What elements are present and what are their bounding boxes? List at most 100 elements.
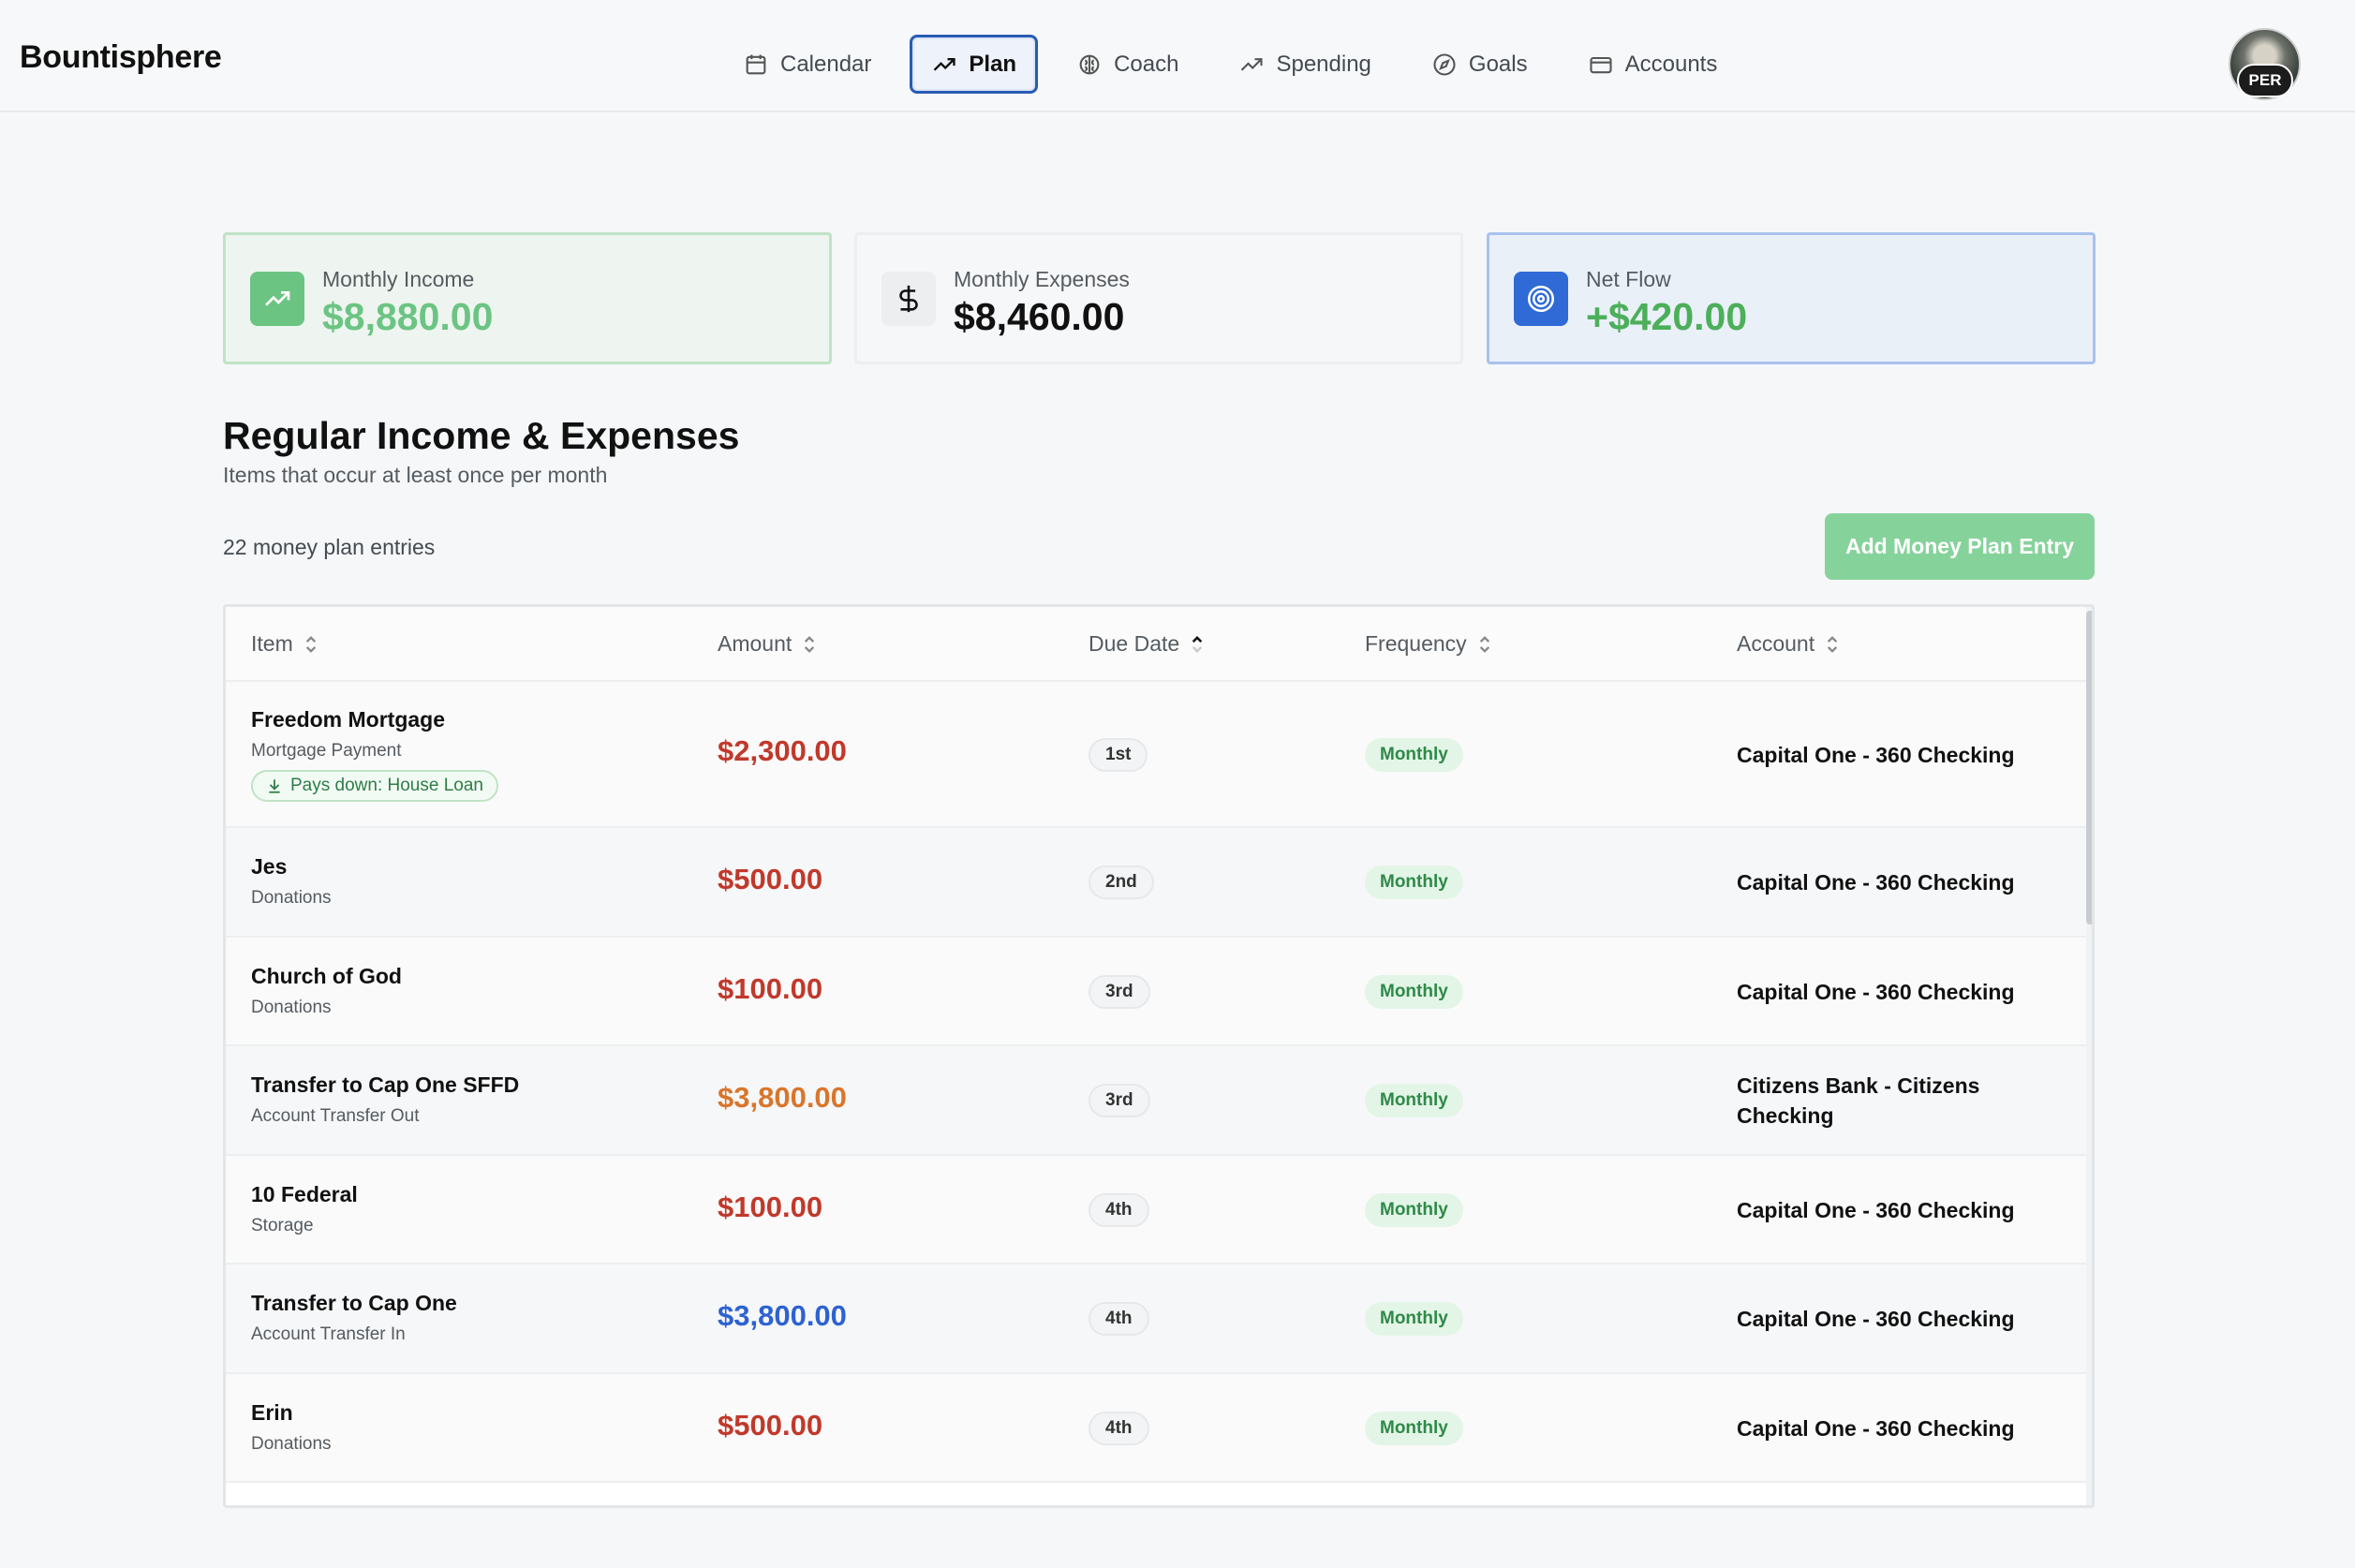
nav-coach-label: Coach: [1114, 51, 1179, 77]
arrow-down-to-line-icon: [266, 777, 283, 794]
credit-card-icon: [1588, 52, 1614, 78]
target-icon: [1514, 272, 1568, 326]
brand-logo[interactable]: Bountisphere: [20, 39, 222, 75]
table-header: Item Amount Due Date Frequency Account: [226, 607, 2086, 682]
section-subtitle: Items that occur at least once per month: [223, 463, 608, 487]
entries-count: 22 money plan entries: [223, 535, 436, 559]
nav-calendar[interactable]: Calendar: [721, 35, 893, 94]
frequency-badge: Monthly: [1365, 975, 1463, 1009]
item-name: Transfer to Cap One: [251, 1291, 457, 1315]
item-amount: $500.00: [718, 863, 823, 895]
table-scrollbar-thumb[interactable]: [2086, 611, 2092, 925]
pays-down-badge[interactable]: Pays down: House Loan: [251, 770, 498, 802]
due-date-badge: 4th: [1089, 1412, 1149, 1445]
account-name: Capital One - 360 Checking: [1737, 1307, 2015, 1331]
table-row[interactable]: Erin Donations $500.00 4th Monthly Capit…: [226, 1374, 2086, 1483]
table-scrollbar[interactable]: [2086, 607, 2092, 1505]
money-plan-table: Item Amount Due Date Frequency Account F…: [223, 604, 2095, 1508]
nav-calendar-label: Calendar: [780, 51, 872, 77]
account-name: Citizens Bank - Citizens Checking: [1737, 1073, 1980, 1128]
monthly-expenses-label: Monthly Expenses: [954, 267, 1130, 291]
item-name: Jes: [251, 854, 288, 879]
add-money-plan-entry-button[interactable]: Add Money Plan Entry: [1825, 513, 2095, 580]
item-amount: $500.00: [718, 1409, 823, 1442]
sort-icon: [303, 632, 319, 657]
column-header-label: Account: [1737, 631, 1815, 656]
column-header-due-date[interactable]: Due Date: [1089, 631, 1206, 657]
account-name: Capital One - 360 Checking: [1737, 1198, 2015, 1222]
item-name: Freedom Mortgage: [251, 707, 446, 732]
due-date-badge: 4th: [1089, 1193, 1149, 1227]
column-header-label: Frequency: [1365, 631, 1467, 656]
frequency-badge: Monthly: [1365, 1412, 1463, 1445]
item-name: Transfer to Cap One SFFD: [251, 1072, 520, 1097]
nav-accounts-label: Accounts: [1624, 51, 1718, 77]
item-category: Mortgage Payment: [251, 741, 402, 761]
account-name: Capital One - 360 Checking: [1737, 1416, 2015, 1441]
nav-coach[interactable]: Coach: [1055, 35, 1200, 94]
sort-ascending-icon: [1189, 632, 1206, 657]
nav-goals[interactable]: Goals: [1410, 35, 1549, 94]
account-name: Capital One - 360 Checking: [1737, 743, 2015, 767]
item-name: Church of God: [251, 964, 402, 988]
item-category: Storage: [251, 1216, 314, 1235]
column-header-item[interactable]: Item: [251, 631, 319, 657]
item-category: Donations: [251, 998, 332, 1017]
item-amount: $100.00: [718, 972, 823, 1005]
column-header-frequency[interactable]: Frequency: [1365, 631, 1493, 657]
nav-plan-label: Plan: [969, 51, 1017, 77]
monthly-income-card: Monthly Income $8,880.00: [223, 232, 832, 364]
net-flow-label: Net Flow: [1586, 267, 1671, 291]
item-category: Donations: [251, 1434, 332, 1454]
sort-icon: [1476, 632, 1493, 657]
user-initials-badge[interactable]: PER: [2237, 64, 2293, 97]
net-flow-value: +$420.00: [1586, 295, 1748, 338]
column-header-account[interactable]: Account: [1737, 631, 1841, 657]
nav-goals-label: Goals: [1468, 51, 1528, 77]
monthly-income-value: $8,880.00: [322, 295, 494, 338]
nav-plan[interactable]: Plan: [910, 35, 1039, 94]
item-category: Account Transfer In: [251, 1324, 406, 1344]
trending-up-icon: [931, 52, 957, 78]
table-row[interactable]: Transfer to Cap One Account Transfer In …: [226, 1265, 2086, 1374]
column-header-label: Item: [251, 631, 293, 656]
account-name: Capital One - 360 Checking: [1737, 980, 2015, 1004]
item-category: Account Transfer Out: [251, 1106, 420, 1126]
monthly-expenses-value: $8,460.00: [954, 295, 1125, 338]
dollar-icon: [881, 272, 936, 326]
table-row[interactable]: 10 Federal Storage $100.00 4th Monthly C…: [226, 1156, 2086, 1265]
calendar-icon: [743, 52, 769, 78]
due-date-badge: 3rd: [1089, 975, 1150, 1009]
table-row[interactable]: Jes Donations $500.00 2nd Monthly Capita…: [226, 828, 2086, 938]
sort-icon: [1824, 632, 1841, 657]
table-row[interactable]: Transfer to Cap One SFFD Account Transfe…: [226, 1046, 2086, 1156]
pays-down-label: Pays down: House Loan: [290, 776, 483, 795]
due-date-badge: 4th: [1089, 1302, 1149, 1336]
frequency-badge: Monthly: [1365, 738, 1463, 772]
brain-icon: [1076, 52, 1103, 78]
table-row[interactable]: Church of God Donations $100.00 3rd Mont…: [226, 938, 2086, 1046]
nav-spending[interactable]: Spending: [1217, 35, 1392, 94]
table-row[interactable]: Freedom Mortgage Mortgage Payment Pays d…: [226, 682, 2086, 828]
frequency-badge: Monthly: [1365, 1084, 1463, 1117]
frequency-badge: Monthly: [1365, 865, 1463, 899]
item-name: 10 Federal: [251, 1182, 358, 1206]
net-flow-card: Net Flow +$420.00: [1487, 232, 2096, 364]
due-date-badge: 1st: [1089, 738, 1148, 772]
column-header-label: Due Date: [1089, 631, 1180, 656]
due-date-badge: 2nd: [1089, 865, 1154, 899]
item-amount: $3,800.00: [718, 1299, 847, 1332]
column-header-amount[interactable]: Amount: [718, 631, 818, 657]
due-date-badge: 3rd: [1089, 1084, 1150, 1117]
nav-accounts[interactable]: Accounts: [1566, 35, 1740, 94]
monthly-income-label: Monthly Income: [322, 267, 475, 291]
item-amount: $3,800.00: [718, 1081, 847, 1114]
trending-up-icon: [250, 272, 304, 326]
account-name: Capital One - 360 Checking: [1737, 870, 2015, 895]
trending-up-icon: [1238, 52, 1265, 78]
nav-spending-label: Spending: [1276, 51, 1371, 77]
frequency-badge: Monthly: [1365, 1302, 1463, 1336]
section-title: Regular Income & Expenses: [223, 414, 740, 457]
frequency-badge: Monthly: [1365, 1193, 1463, 1227]
item-amount: $2,300.00: [718, 734, 847, 767]
